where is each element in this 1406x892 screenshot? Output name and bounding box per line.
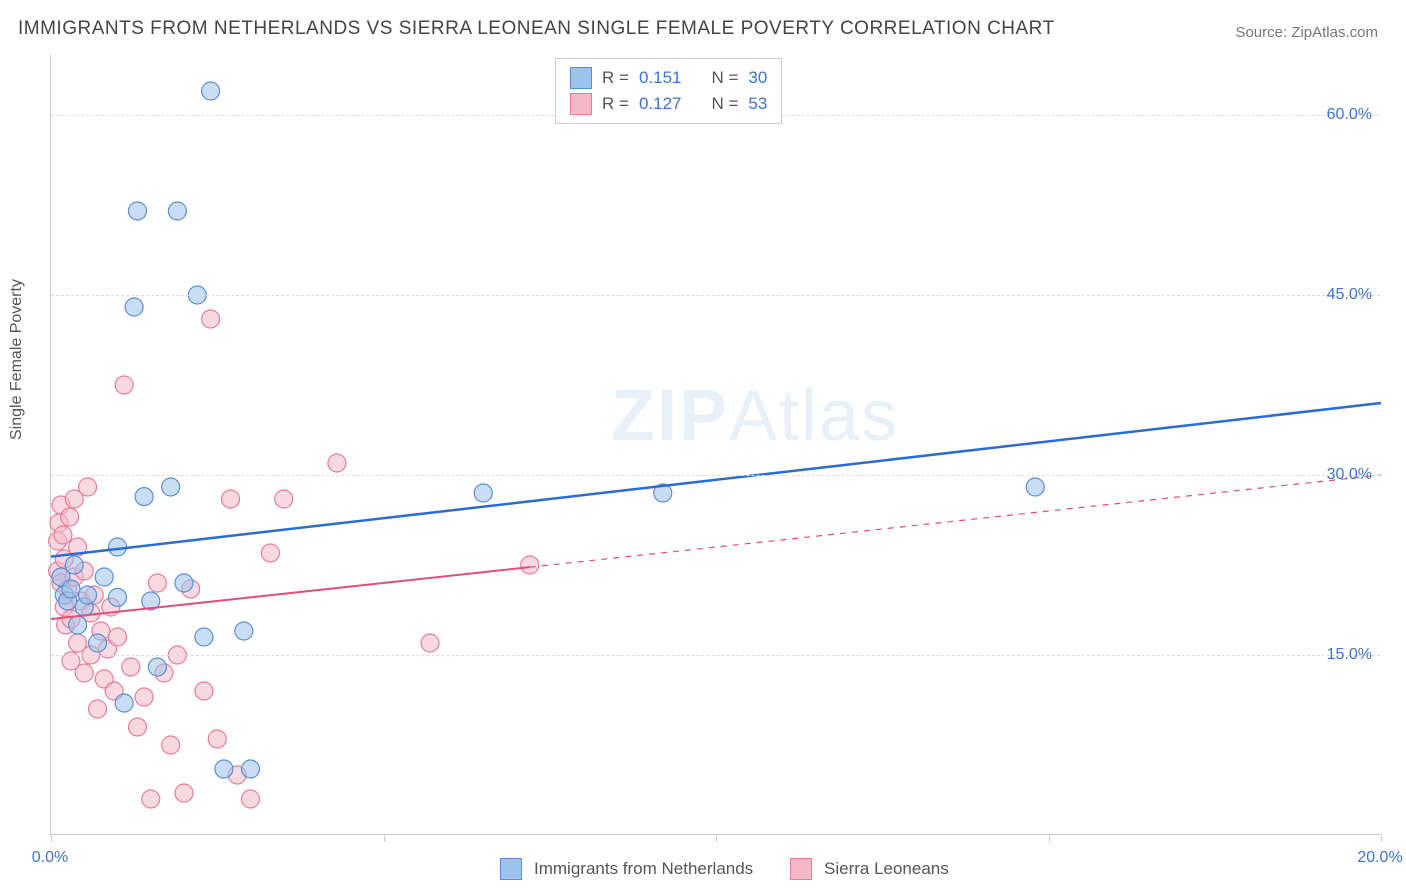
bottom-legend-netherlands: Immigrants from Netherlands bbox=[500, 858, 753, 880]
point-sierra bbox=[275, 490, 293, 508]
bottom-legend-sierra: Sierra Leoneans bbox=[790, 858, 949, 880]
n-label: N = bbox=[711, 94, 738, 114]
point-netherlands bbox=[195, 628, 213, 646]
point-sierra bbox=[135, 688, 153, 706]
point-netherlands bbox=[125, 298, 143, 316]
point-netherlands bbox=[128, 202, 146, 220]
point-netherlands bbox=[79, 586, 97, 604]
n-value-netherlands: 30 bbox=[748, 68, 767, 88]
point-netherlands bbox=[162, 478, 180, 496]
point-sierra bbox=[175, 784, 193, 802]
r-value-sierra: 0.127 bbox=[639, 94, 682, 114]
gridline bbox=[51, 475, 1380, 476]
point-sierra bbox=[242, 790, 260, 808]
point-netherlands bbox=[202, 82, 220, 100]
r-label: R = bbox=[602, 94, 629, 114]
r-value-netherlands: 0.151 bbox=[639, 68, 682, 88]
point-sierra bbox=[202, 310, 220, 328]
swatch-netherlands-bottom bbox=[500, 858, 522, 880]
point-sierra bbox=[328, 454, 346, 472]
point-netherlands bbox=[65, 556, 83, 574]
swatch-netherlands bbox=[570, 67, 592, 89]
plot-svg bbox=[51, 55, 1380, 834]
x-tick bbox=[384, 834, 385, 842]
n-label: N = bbox=[711, 68, 738, 88]
y-axis-label: Single Female Poverty bbox=[8, 279, 26, 440]
x-tick-label: 0.0% bbox=[32, 849, 68, 867]
y-tick-label: 45.0% bbox=[1327, 286, 1372, 304]
point-netherlands bbox=[474, 484, 492, 502]
swatch-sierra-bottom bbox=[790, 858, 812, 880]
point-netherlands bbox=[1026, 478, 1044, 496]
legend-top: R = 0.151 N = 30 R = 0.127 N = 53 bbox=[555, 58, 782, 124]
point-sierra bbox=[521, 556, 539, 574]
x-tick bbox=[1381, 834, 1382, 842]
point-sierra bbox=[162, 736, 180, 754]
point-sierra bbox=[222, 490, 240, 508]
source-label: Source: ZipAtlas.com bbox=[1235, 24, 1378, 41]
point-netherlands bbox=[69, 616, 87, 634]
x-tick bbox=[1049, 834, 1050, 842]
point-sierra bbox=[122, 658, 140, 676]
point-sierra bbox=[148, 574, 166, 592]
plot-area: ZIPAtlas 15.0%30.0%45.0%60.0% bbox=[50, 55, 1380, 835]
point-sierra bbox=[109, 628, 127, 646]
y-tick-label: 60.0% bbox=[1327, 106, 1372, 124]
y-tick-label: 30.0% bbox=[1327, 466, 1372, 484]
n-value-sierra: 53 bbox=[748, 94, 767, 114]
point-sierra bbox=[75, 664, 93, 682]
point-sierra bbox=[208, 730, 226, 748]
gridline bbox=[51, 655, 1380, 656]
point-netherlands bbox=[109, 588, 127, 606]
legend-row-sierra: R = 0.127 N = 53 bbox=[570, 91, 767, 117]
point-sierra bbox=[79, 478, 97, 496]
point-sierra bbox=[142, 790, 160, 808]
gridline bbox=[51, 295, 1380, 296]
point-sierra bbox=[128, 718, 146, 736]
point-netherlands bbox=[175, 574, 193, 592]
legend-row-netherlands: R = 0.151 N = 30 bbox=[570, 65, 767, 91]
point-sierra bbox=[61, 508, 79, 526]
trend-netherlands bbox=[51, 403, 1381, 557]
point-netherlands bbox=[89, 634, 107, 652]
point-sierra bbox=[261, 544, 279, 562]
point-netherlands bbox=[62, 580, 80, 598]
point-sierra bbox=[89, 700, 107, 718]
point-netherlands bbox=[135, 488, 153, 506]
r-label: R = bbox=[602, 68, 629, 88]
legend-label-sierra: Sierra Leoneans bbox=[824, 859, 949, 879]
chart-title: IMMIGRANTS FROM NETHERLANDS VS SIERRA LE… bbox=[18, 18, 1055, 40]
point-netherlands bbox=[168, 202, 186, 220]
point-sierra bbox=[54, 526, 72, 544]
point-sierra bbox=[421, 634, 439, 652]
point-netherlands bbox=[95, 568, 113, 586]
legend-label-netherlands: Immigrants from Netherlands bbox=[534, 859, 753, 879]
point-netherlands bbox=[242, 760, 260, 778]
point-netherlands bbox=[148, 658, 166, 676]
point-sierra bbox=[195, 682, 213, 700]
swatch-sierra bbox=[570, 93, 592, 115]
x-tick bbox=[716, 834, 717, 842]
point-netherlands bbox=[115, 694, 133, 712]
x-tick-label: 20.0% bbox=[1357, 849, 1402, 867]
point-netherlands bbox=[215, 760, 233, 778]
point-netherlands bbox=[235, 622, 253, 640]
y-tick-label: 15.0% bbox=[1327, 646, 1372, 664]
x-tick bbox=[51, 834, 52, 842]
point-sierra bbox=[115, 376, 133, 394]
